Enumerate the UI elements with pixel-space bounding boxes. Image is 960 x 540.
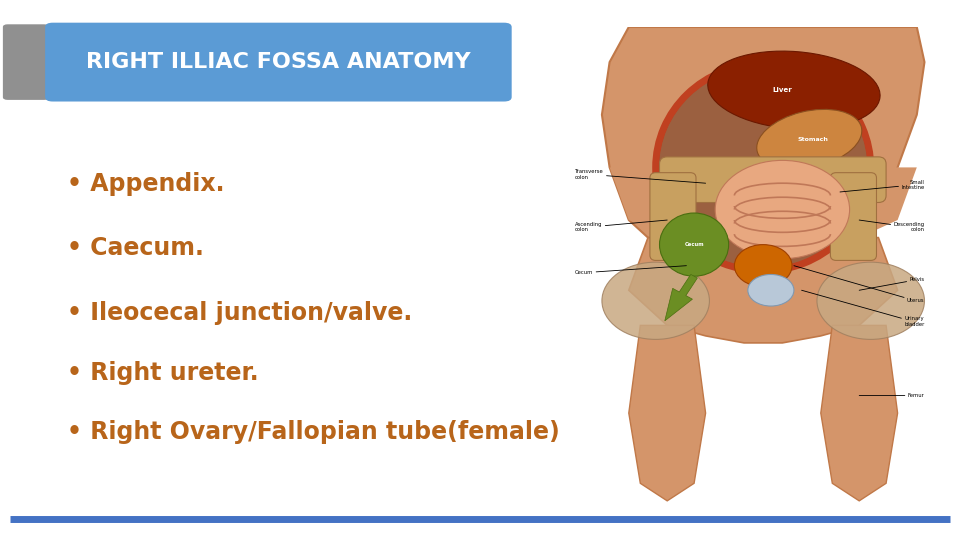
Text: • Ileocecal junction/valve.: • Ileocecal junction/valve. xyxy=(67,301,413,325)
Ellipse shape xyxy=(715,160,850,259)
Polygon shape xyxy=(859,167,917,238)
Polygon shape xyxy=(629,325,706,501)
Text: Descending
colon: Descending colon xyxy=(859,220,924,232)
Text: RIGHT ILLIAC FOSSA ANATOMY: RIGHT ILLIAC FOSSA ANATOMY xyxy=(86,52,470,72)
FancyBboxPatch shape xyxy=(830,173,876,260)
Ellipse shape xyxy=(658,66,869,269)
FancyBboxPatch shape xyxy=(45,23,512,102)
Polygon shape xyxy=(602,27,924,245)
Polygon shape xyxy=(629,238,898,343)
Ellipse shape xyxy=(602,262,709,340)
Text: • Caecum.: • Caecum. xyxy=(67,237,204,260)
Text: • Right ureter.: • Right ureter. xyxy=(67,361,259,384)
Text: Pelvis: Pelvis xyxy=(859,277,924,291)
Text: Liver: Liver xyxy=(773,87,792,93)
Polygon shape xyxy=(610,167,667,238)
Ellipse shape xyxy=(660,213,729,276)
Ellipse shape xyxy=(748,274,794,306)
Text: Stomach: Stomach xyxy=(798,137,828,142)
Text: • Right Ovary/Fallopian tube(female): • Right Ovary/Fallopian tube(female) xyxy=(67,420,560,444)
FancyBboxPatch shape xyxy=(660,157,886,202)
Polygon shape xyxy=(821,325,898,501)
Text: Small
Intestine: Small Intestine xyxy=(840,180,924,192)
FancyBboxPatch shape xyxy=(650,173,696,260)
Text: Urinary
bladder: Urinary bladder xyxy=(802,291,924,327)
Text: Transverse
colon: Transverse colon xyxy=(575,169,706,183)
Ellipse shape xyxy=(756,110,862,169)
Text: Cecum: Cecum xyxy=(575,266,686,275)
Text: Femur: Femur xyxy=(859,393,924,398)
FancyBboxPatch shape xyxy=(3,24,49,100)
Text: Uterus: Uterus xyxy=(794,266,924,303)
Text: • Appendix.: • Appendix. xyxy=(67,172,225,195)
Text: Cecum: Cecum xyxy=(684,242,704,247)
Ellipse shape xyxy=(734,245,792,287)
FancyArrow shape xyxy=(664,274,697,321)
Ellipse shape xyxy=(708,51,880,129)
Text: Ascending
colon: Ascending colon xyxy=(575,220,667,232)
Ellipse shape xyxy=(817,262,924,340)
